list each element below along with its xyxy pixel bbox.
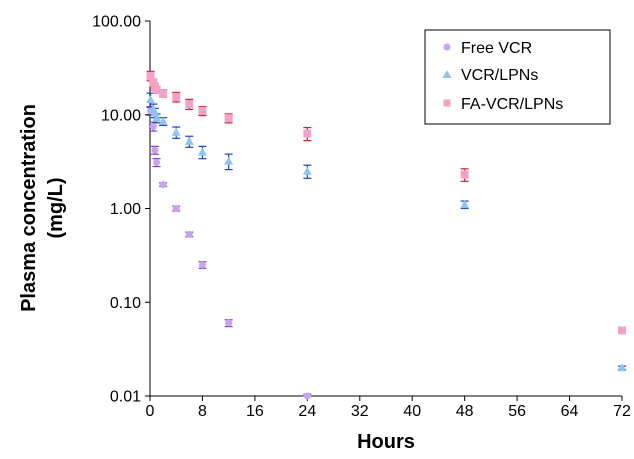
data-point-vcr-lpns bbox=[197, 147, 207, 156]
x-tick-label: 40 bbox=[403, 403, 421, 420]
legend-marker-vcr-lpns bbox=[442, 70, 452, 78]
data-point-vcr-lpns bbox=[152, 113, 162, 122]
data-point-free-vcr bbox=[151, 146, 159, 154]
data-point-vcr-lpns bbox=[146, 95, 156, 104]
y-tick-label: 1.00 bbox=[110, 201, 141, 218]
data-point-free-vcr bbox=[225, 319, 233, 327]
x-tick-label: 72 bbox=[613, 403, 631, 420]
legend: Free VCR VCR/LPNs FA-VCR/LPNs bbox=[424, 29, 611, 125]
y-axis-title-line-2: (mg/L) bbox=[45, 177, 67, 238]
data-point-fa-vcr-lpns bbox=[618, 326, 626, 335]
data-point-vcr-lpns bbox=[184, 136, 194, 145]
data-point-fa-vcr-lpns bbox=[146, 71, 155, 80]
data-point-vcr-lpns bbox=[302, 166, 312, 175]
x-tick-label: 56 bbox=[508, 403, 526, 420]
data-point-free-vcr bbox=[172, 205, 180, 212]
data-point-vcr-lpns bbox=[150, 108, 160, 117]
data-point-free-vcr bbox=[185, 230, 193, 238]
y-axis-title-line-1: Plasma concentration bbox=[18, 104, 40, 312]
axis-tick-labels: 0 8 16 24 32 40 48 56 64 72 0.01 0.10 1.00 10.00 100.0… bbox=[92, 14, 631, 421]
data-point-vcr-lpns bbox=[224, 156, 234, 165]
x-tick-label: 8 bbox=[198, 403, 207, 420]
data-points bbox=[146, 71, 627, 400]
data-point-fa-vcr-lpns bbox=[198, 106, 207, 115]
data-point-fa-vcr-lpns bbox=[460, 170, 469, 179]
data-point-free-vcr bbox=[159, 181, 167, 189]
data-point-fa-vcr-lpns bbox=[172, 92, 181, 101]
data-point-fa-vcr-lpns bbox=[159, 89, 168, 98]
y-tick-label: 10.00 bbox=[101, 107, 141, 124]
data-point-vcr-lpns bbox=[460, 200, 470, 209]
x-tick-label: 16 bbox=[246, 403, 264, 420]
data-point-free-vcr bbox=[303, 392, 311, 400]
y-tick-label: 100.00 bbox=[92, 14, 141, 31]
data-point-fa-vcr-lpns bbox=[152, 85, 161, 94]
legend-label-fa-vcr-lpns: FA-VCR/LPNs bbox=[461, 96, 563, 113]
data-point-fa-vcr-lpns bbox=[185, 100, 194, 109]
legend-marker-fa-vcr-lpns bbox=[443, 99, 451, 107]
x-tick-label: 64 bbox=[561, 403, 579, 420]
x-tick-label: 24 bbox=[298, 403, 316, 420]
x-tick-label: 32 bbox=[351, 403, 369, 420]
data-point-free-vcr bbox=[153, 158, 161, 166]
legend-label-free-vcr: Free VCR bbox=[461, 40, 532, 57]
x-tick-label: 48 bbox=[456, 403, 474, 420]
data-point-free-vcr bbox=[198, 261, 206, 269]
data-point-fa-vcr-lpns bbox=[224, 114, 233, 123]
y-tick-label: 0.01 bbox=[110, 389, 141, 406]
x-tick-label: 0 bbox=[146, 403, 155, 420]
data-point-fa-vcr-lpns bbox=[303, 129, 312, 138]
data-point-vcr-lpns bbox=[158, 116, 168, 125]
data-point-vcr-lpns bbox=[171, 127, 181, 136]
data-point-free-vcr bbox=[149, 122, 157, 130]
x-axis-title: Hours bbox=[357, 431, 415, 453]
legend-marker-free-vcr bbox=[443, 43, 451, 51]
y-tick-label: 0.10 bbox=[110, 295, 141, 312]
legend-box bbox=[424, 29, 611, 125]
legend-label-vcr-lpns: VCR/LPNs bbox=[461, 67, 538, 84]
data-point-vcr-lpns bbox=[617, 363, 627, 372]
axis-ticks bbox=[145, 20, 623, 401]
